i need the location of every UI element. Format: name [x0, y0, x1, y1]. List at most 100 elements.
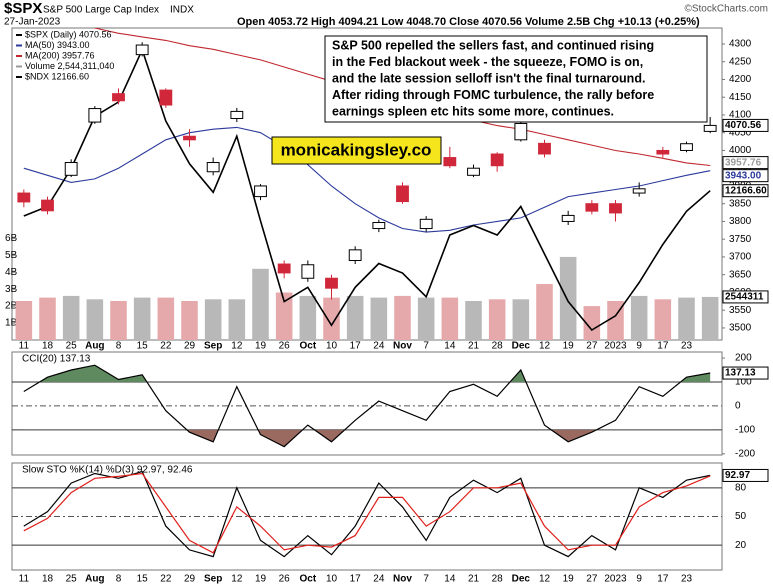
annotation-line: earnings spleen etc hits some more, cont… [332, 104, 614, 118]
volume-tick-label: 2B [5, 301, 18, 312]
volume-bar [654, 299, 672, 340]
volume-bar [299, 295, 317, 340]
volume-bar [465, 301, 482, 340]
x-tick-label: Aug [85, 341, 104, 352]
candle-body [17, 192, 31, 203]
x-tick-label: 28 [492, 574, 504, 585]
x-tick-label: 24 [373, 574, 385, 585]
value-label: 92.97 [725, 470, 750, 481]
x-tick-label: 10 [326, 574, 338, 585]
x-tick-label: Dec [512, 341, 531, 352]
candle-body [230, 110, 244, 120]
x-tick-label: 12 [231, 341, 243, 352]
candle-body [538, 142, 551, 155]
volume-bar [133, 297, 151, 340]
candle-body [609, 203, 622, 214]
x-tick-label: 29 [184, 341, 196, 352]
y-tick-label: 3800 [729, 216, 752, 227]
annotation-line: in the Fed blackout week - the squeeze, … [332, 55, 643, 69]
x-tick-label: 18 [42, 574, 54, 585]
y-tick-label: 3550 [729, 305, 752, 316]
candle-body [632, 188, 646, 194]
volume-bar [62, 295, 80, 340]
panel-legend: Slow STO %K(14) %D(3) 92.97, 92.46 [22, 465, 193, 476]
legend-entry: Volume 2,544,311,040 [25, 61, 114, 71]
x-tick-label: Sep [204, 341, 222, 352]
x-tick-label: 19 [563, 341, 575, 352]
x-tick-label: 17 [657, 341, 669, 352]
x-tick-label: 12 [539, 574, 551, 585]
candle-body [325, 277, 338, 289]
quote: Open 4053.72 High 4094.21 Low 4048.70 Cl… [237, 16, 700, 28]
volume-bar [86, 299, 104, 340]
volume-tick-label: 1B [5, 318, 18, 329]
volume-tick-label: 3B [5, 284, 18, 295]
volume-bar [630, 295, 648, 340]
x-tick-label: Sep [204, 574, 222, 585]
candle-body [419, 218, 433, 230]
x-tick-label: 2023 [604, 574, 627, 585]
volume-bar [678, 297, 695, 340]
x-tick-label: 11 [19, 341, 30, 352]
y-tick-label: 4300 [729, 39, 752, 50]
annotation-box [324, 35, 708, 123]
volume-bar [441, 297, 459, 340]
candle-body [490, 153, 504, 167]
x-tick-label: 26 [279, 341, 291, 352]
legend-entry: MA(50) 3943.00 [25, 40, 90, 50]
x-tick-label: 29 [184, 574, 196, 585]
x-tick-label: 12 [539, 341, 551, 352]
panel-frame [11, 351, 723, 456]
volume-bar [252, 268, 269, 340]
x-tick-label: 17 [350, 574, 362, 585]
index-name: S&P 500 Large Cap Index [43, 5, 159, 16]
candle-body [135, 44, 149, 56]
volume-bar [536, 284, 553, 340]
candle-body [467, 167, 480, 176]
volume-bar [181, 301, 198, 340]
value-label: 3957.76 [725, 157, 762, 168]
cci-fill-up [39, 365, 711, 382]
x-tick-label: 22 [160, 574, 172, 585]
candle-body [254, 185, 267, 198]
y-tick-label: 0 [735, 401, 741, 412]
volume-bar [39, 297, 56, 340]
candle-body [348, 249, 362, 261]
annotation-line: After riding through FOMC turbulence, th… [332, 88, 654, 102]
y-tick-label: 3750 [729, 234, 752, 245]
x-tick-label: 17 [657, 574, 669, 585]
candle-body [656, 149, 670, 155]
x-tick-label: Aug [85, 574, 104, 585]
x-tick-label: 12 [231, 574, 243, 585]
value-label: 137.13 [725, 368, 756, 379]
volume-bar [701, 296, 719, 340]
x-tick-label: 27 [586, 574, 598, 585]
y-tick-label: 4050 [729, 127, 752, 138]
volume-bar [346, 295, 364, 340]
volume-bar [417, 297, 435, 340]
volume-bar [323, 297, 340, 340]
annotation-line: S&P 500 repelled the sellers fast, and c… [332, 38, 654, 52]
y-tick-label: 4250 [729, 56, 752, 67]
y-tick-label: -100 [735, 424, 755, 435]
candle-body [514, 122, 528, 141]
y-tick-label: 3850 [729, 198, 752, 209]
volume-bar [275, 292, 293, 340]
x-tick-label: 14 [444, 341, 456, 352]
candle-body [183, 135, 196, 141]
candle-body [703, 124, 717, 132]
watermark-box [271, 136, 442, 165]
volume-bar [157, 297, 175, 340]
x-tick-label: 8 [116, 574, 122, 585]
source: ©StockCharts.com [684, 4, 768, 15]
volume-bar [583, 306, 601, 340]
value-box [722, 118, 769, 132]
candle-body [372, 222, 386, 230]
volume-bar [559, 256, 577, 340]
x-tick-label: 17 [350, 341, 362, 352]
y-tick-label: 20 [735, 540, 747, 551]
value-box [722, 468, 769, 482]
x-tick-label: 23 [681, 574, 693, 585]
y-tick-label: 100 [735, 377, 752, 388]
